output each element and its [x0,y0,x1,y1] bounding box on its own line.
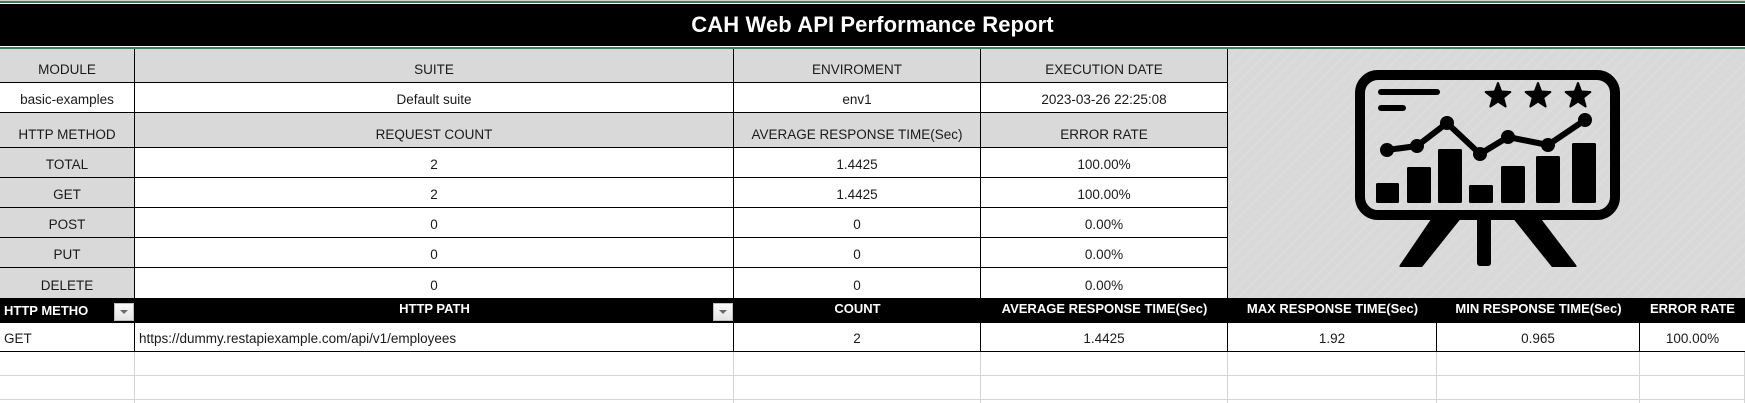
chevron-down-icon [719,310,727,314]
error-rate-get[interactable]: 100.00% [981,178,1228,208]
method-label-put[interactable]: PUT [0,238,135,268]
empty-cell[interactable] [135,400,734,403]
value-module[interactable]: basic-examples [0,83,135,113]
detail-header-row: HTTP METHO HTTP PATH COUNT AVERAGE RESPO… [0,298,1745,323]
method-label-post[interactable]: POST [0,208,135,238]
empty-cell[interactable] [1437,400,1640,403]
method-label-delete[interactable]: DELETE [0,268,135,298]
method-label-get[interactable]: GET [0,178,135,208]
title-cell[interactable]: CAH Web API Performance Report [0,4,1745,46]
header-avg-response-time[interactable]: AVERAGE RESPONSE TIME(Sec) [734,113,981,148]
detail-table: HTTP METHO HTTP PATH COUNT AVERAGE RESPO… [0,298,1745,403]
empty-cell[interactable] [0,352,135,375]
error-rate-delete[interactable]: 0.00% [981,268,1228,298]
avg-response-get[interactable]: 1.4425 [734,178,981,208]
error-rate-post[interactable]: 0.00% [981,208,1228,238]
value-suite[interactable]: Default suite [135,83,734,113]
error-rate-total[interactable]: 100.00% [981,148,1228,178]
column-header-http-path[interactable]: HTTP PATH [135,298,734,323]
gridline-top [0,0,1745,1]
header-error-rate[interactable]: ERROR RATE [981,113,1228,148]
empty-cell[interactable] [981,400,1228,403]
request-count-put[interactable]: 0 [135,238,734,268]
column-header-http-method[interactable]: HTTP METHO [0,298,135,323]
empty-cell[interactable] [1228,400,1437,403]
header-request-count[interactable]: REQUEST COUNT [135,113,734,148]
empty-cell[interactable] [0,376,135,399]
empty-cell[interactable] [135,376,734,399]
error-rate-put[interactable]: 0.00% [981,238,1228,268]
value-environment[interactable]: env1 [734,83,981,113]
presentation-board-chart-icon [1355,70,1620,267]
avg-response-delete[interactable]: 0 [734,268,981,298]
empty-cell[interactable] [1437,352,1640,375]
avg-response-total[interactable]: 1.4425 [734,148,981,178]
filter-dropdown-icon[interactable] [114,303,134,321]
cell-method[interactable]: GET [0,323,135,351]
cell-max-response-time[interactable]: 1.92 [1228,323,1437,351]
cell-path[interactable]: https://dummy.restapiexample.com/api/v1/… [135,323,734,351]
cell-min-response-time[interactable]: 0.965 [1437,323,1640,351]
column-header-error-rate[interactable]: ERROR RATE [1650,300,1735,316]
empty-cell[interactable] [0,400,135,403]
column-header-max-response-time[interactable]: MAX RESPONSE TIME(Sec) [1246,300,1419,316]
request-count-get[interactable]: 2 [135,178,734,208]
chevron-down-icon [120,310,128,314]
value-execution-date[interactable]: 2023-03-26 22:25:08 [981,83,1228,113]
empty-cell[interactable] [734,376,981,399]
empty-cell[interactable] [981,352,1228,375]
table-row: GET https://dummy.restapiexample.com/api… [0,323,1745,352]
header-execution-date[interactable]: EXECUTION DATE [981,49,1228,83]
filter-dropdown-icon[interactable] [713,303,733,321]
column-header-avg-response-time[interactable]: AVERAGE RESPONSE TIME(Sec) [1001,300,1208,316]
request-count-total[interactable]: 2 [135,148,734,178]
cell-avg-response-time[interactable]: 1.4425 [981,323,1228,351]
header-http-method[interactable]: HTTP METHOD [0,113,135,148]
empty-cell[interactable] [1228,376,1437,399]
empty-cell[interactable] [1228,352,1437,375]
column-header-min-response-time[interactable]: MIN RESPONSE TIME(Sec) [1455,300,1622,316]
frame-border-top [0,1,1745,3]
column-header-http-method-label: HTTP METHO [4,303,89,318]
report-image-cell[interactable] [1228,49,1745,298]
header-environment[interactable]: ENVIROMENT [734,49,981,83]
empty-cell[interactable] [981,376,1228,399]
request-count-delete[interactable]: 0 [135,268,734,298]
method-label-total[interactable]: TOTAL [0,148,135,178]
column-header-http-path-label: HTTP PATH [399,300,470,316]
empty-cell[interactable] [135,352,734,375]
empty-cell[interactable] [1640,352,1745,375]
summary-table: MODULE SUITE ENVIROMENT EXECUTION DATE b… [0,49,1228,298]
empty-cell[interactable] [1437,376,1640,399]
frame-border-bottom [0,47,1745,49]
header-suite[interactable]: SUITE [135,49,734,83]
avg-response-put[interactable]: 0 [734,238,981,268]
column-header-count[interactable]: COUNT [834,300,881,316]
empty-row [0,352,1745,376]
cell-count[interactable]: 2 [734,323,981,351]
empty-cell[interactable] [734,352,981,375]
empty-cell[interactable] [1640,376,1745,399]
avg-response-post[interactable]: 0 [734,208,981,238]
empty-row [0,376,1745,400]
cell-error-rate[interactable]: 100.00% [1665,331,1720,346]
request-count-post[interactable]: 0 [135,208,734,238]
empty-cell[interactable] [734,400,981,403]
header-module[interactable]: MODULE [0,49,135,83]
report-title: CAH Web API Performance Report [691,12,1054,37]
